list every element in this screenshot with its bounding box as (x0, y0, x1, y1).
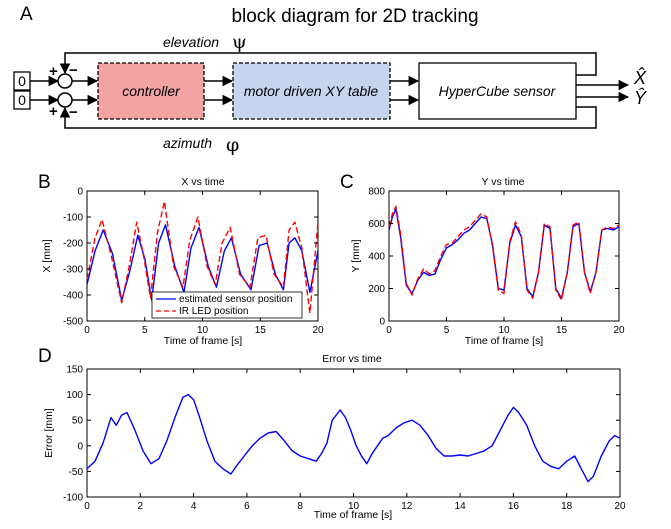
sum-bottom-plus: + (49, 103, 58, 120)
x-tick-label: 20 (613, 325, 625, 336)
x-tick-label: 5 (142, 325, 148, 336)
y-tick-label: 0 (379, 317, 385, 328)
x-tick-label: 5 (444, 325, 450, 336)
x-tick-label: 16 (508, 501, 520, 512)
chart-b-marks: 0 5 10 15 20 0 -100 -200 -300 -400 -500 (63, 187, 324, 337)
legend-label-ir-led: IR LED position (179, 306, 248, 317)
elevation-feedback-line (59, 52, 597, 76)
y-tick-label: 0 (77, 441, 83, 452)
x-tick-label: 4 (191, 501, 197, 512)
chart-d-xlabel: Time of frame [s] (314, 509, 392, 521)
chart-d-ylabel: Error [mm] (43, 408, 55, 458)
diagram-title: block diagram for 2D tracking (231, 6, 478, 27)
chart-c-xlabel: Time of frame [s] (465, 335, 543, 347)
y-tick-label: -500 (63, 317, 83, 328)
chart-c-title: Y vs time (482, 176, 525, 188)
x-tick-label: 0 (84, 501, 90, 512)
output-x-label: X̂ (633, 67, 647, 88)
x-tick-label: 12 (401, 501, 413, 512)
y-tick-label: 600 (368, 219, 385, 230)
chart-d-marks: 0 2 4 6 8 10 12 14 16 18 20 150 100 50 0 -50 -100 (63, 365, 626, 513)
chart-d-plot-area (86, 368, 621, 498)
series-line-1 (86, 393, 621, 483)
x-tick-label: 20 (312, 325, 324, 336)
y-tick-label: 150 (66, 365, 83, 376)
chart-d: D Error vs time 0 2 4 6 8 10 12 14 16 18 20 150 100 5… (38, 346, 626, 521)
azimuth-label: azimuth (163, 135, 212, 151)
x-tick-label: 10 (197, 325, 209, 336)
legend-label-estimated: estimated sensor position (179, 294, 292, 305)
series-line-1 (388, 208, 620, 299)
chart-c-plot-area (388, 190, 620, 322)
y-tick-label: 400 (368, 252, 385, 263)
x-tick-label: 10 (348, 501, 360, 512)
sensor-label: HyperCube sensor (439, 83, 557, 99)
chart-d-title: Error vs time (322, 353, 382, 365)
controller-block (97, 62, 205, 120)
x-tick-label: 0 (386, 325, 392, 336)
controller-label: controller (122, 83, 181, 99)
y-tick-label: -100 (63, 493, 83, 504)
x-tick-label: 20 (614, 501, 626, 512)
sum-top-minus: − (69, 62, 78, 79)
chart-b-legend-box (151, 291, 303, 319)
x-tick-label: 14 (455, 501, 467, 512)
sum-top-plus: + (49, 63, 58, 80)
y-tick-label: -50 (69, 467, 84, 478)
chart-b-xlabel: Time of frame [s] (164, 335, 242, 347)
panel-letter-b: B (38, 172, 51, 193)
elevation-symbol: ψ (232, 31, 247, 53)
y-tick-label: -100 (63, 213, 83, 224)
motor-label: motor driven XY table (244, 83, 379, 99)
motor-xy-table-block (232, 62, 391, 120)
azimuth-symbol: φ (226, 134, 239, 156)
y-tick-label: -400 (63, 291, 83, 302)
x-tick-label: 15 (255, 325, 267, 336)
chart-b-legend: estimated sensor position IR LED positio… (151, 291, 303, 319)
y-tick-label: 50 (72, 416, 84, 427)
y-tick-label: 800 (368, 187, 385, 198)
x-tick-label: 18 (561, 501, 573, 512)
x-tick-label: 0 (84, 325, 90, 336)
sum-bottom-minus: − (69, 104, 78, 121)
y-tick-label: 0 (77, 187, 83, 198)
elevation-label: elevation (163, 34, 219, 50)
panel-letter-d: D (38, 346, 52, 367)
chart-b: B X vs time 0 5 10 15 20 0 -100 -200 -300 -400 -50… (38, 172, 324, 347)
series-line-2 (388, 205, 620, 301)
hypercube-sensor-block (418, 62, 577, 120)
x-tick-label: 2 (138, 501, 144, 512)
y-tick-label: -300 (63, 265, 83, 276)
chart-c-ylabel: Y [mm] (350, 239, 362, 272)
series-line-2 (86, 200, 319, 314)
output-y-label: Ŷ (634, 88, 648, 108)
y-tick-label: 200 (368, 284, 385, 295)
panel-letter-a: A (20, 4, 33, 25)
x-tick-label: 15 (556, 325, 568, 336)
y-tick-label: -200 (63, 239, 83, 250)
panel-letter-c: C (340, 172, 354, 193)
y-tick-label: 100 (66, 390, 83, 401)
x-tick-label: 6 (244, 501, 250, 512)
chart-b-ylabel: X [mm] (41, 239, 53, 272)
input-top-value: 0 (18, 73, 26, 89)
input-bottom-value: 0 (18, 92, 26, 108)
chart-b-title: X vs time (181, 176, 224, 188)
block-diagram: A block diagram for 2D tracking 0 0 + − … (13, 4, 648, 156)
azimuth-feedback-line (59, 106, 597, 129)
x-tick-label: 10 (498, 325, 510, 336)
x-tick-label: 8 (297, 501, 303, 512)
